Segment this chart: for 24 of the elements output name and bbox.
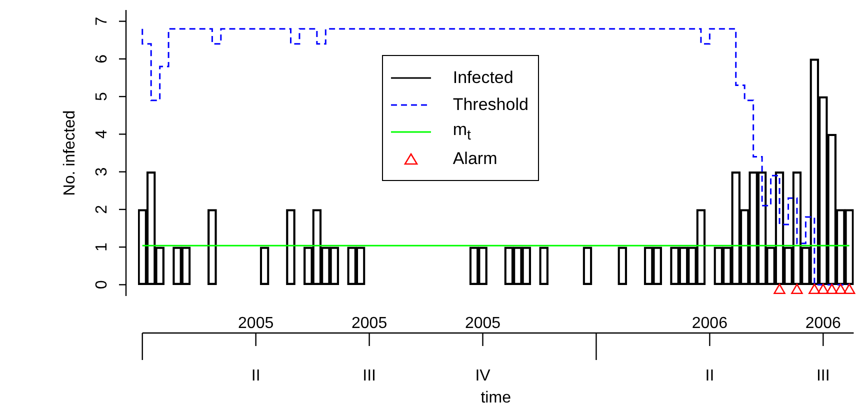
y-tick-label: 4 [93,130,110,139]
y-tick-label: 2 [93,204,110,214]
y-axis-title: No. infected [61,110,78,196]
y-tick-label: 0 [93,280,110,290]
y-tick-label: 5 [93,92,110,102]
y-tick-label: 1 [93,242,110,252]
text: 2005 [351,315,388,332]
legend-label: m$_{t}$ [452,120,471,144]
legend-label: Threshold [452,94,528,114]
x-tick-label: IV [475,367,491,384]
text: 2005 [238,315,274,332]
legend-label: Infected [452,68,514,88]
x-tick-label: II [251,367,260,384]
y-tick-label: 6 [93,54,110,64]
legend-label: Alarm [452,148,498,168]
text: 2006 [805,315,842,332]
text: 2006 [692,315,728,332]
y-tick-label: 7 [93,16,110,26]
y-tick-label: 3 [93,167,110,176]
x-tick-label: III [816,367,830,384]
x-tick-label: III [362,367,376,384]
x-axis-title: time [480,389,512,406]
text: 2005 [464,315,501,332]
x-tick-label: II [705,367,714,384]
